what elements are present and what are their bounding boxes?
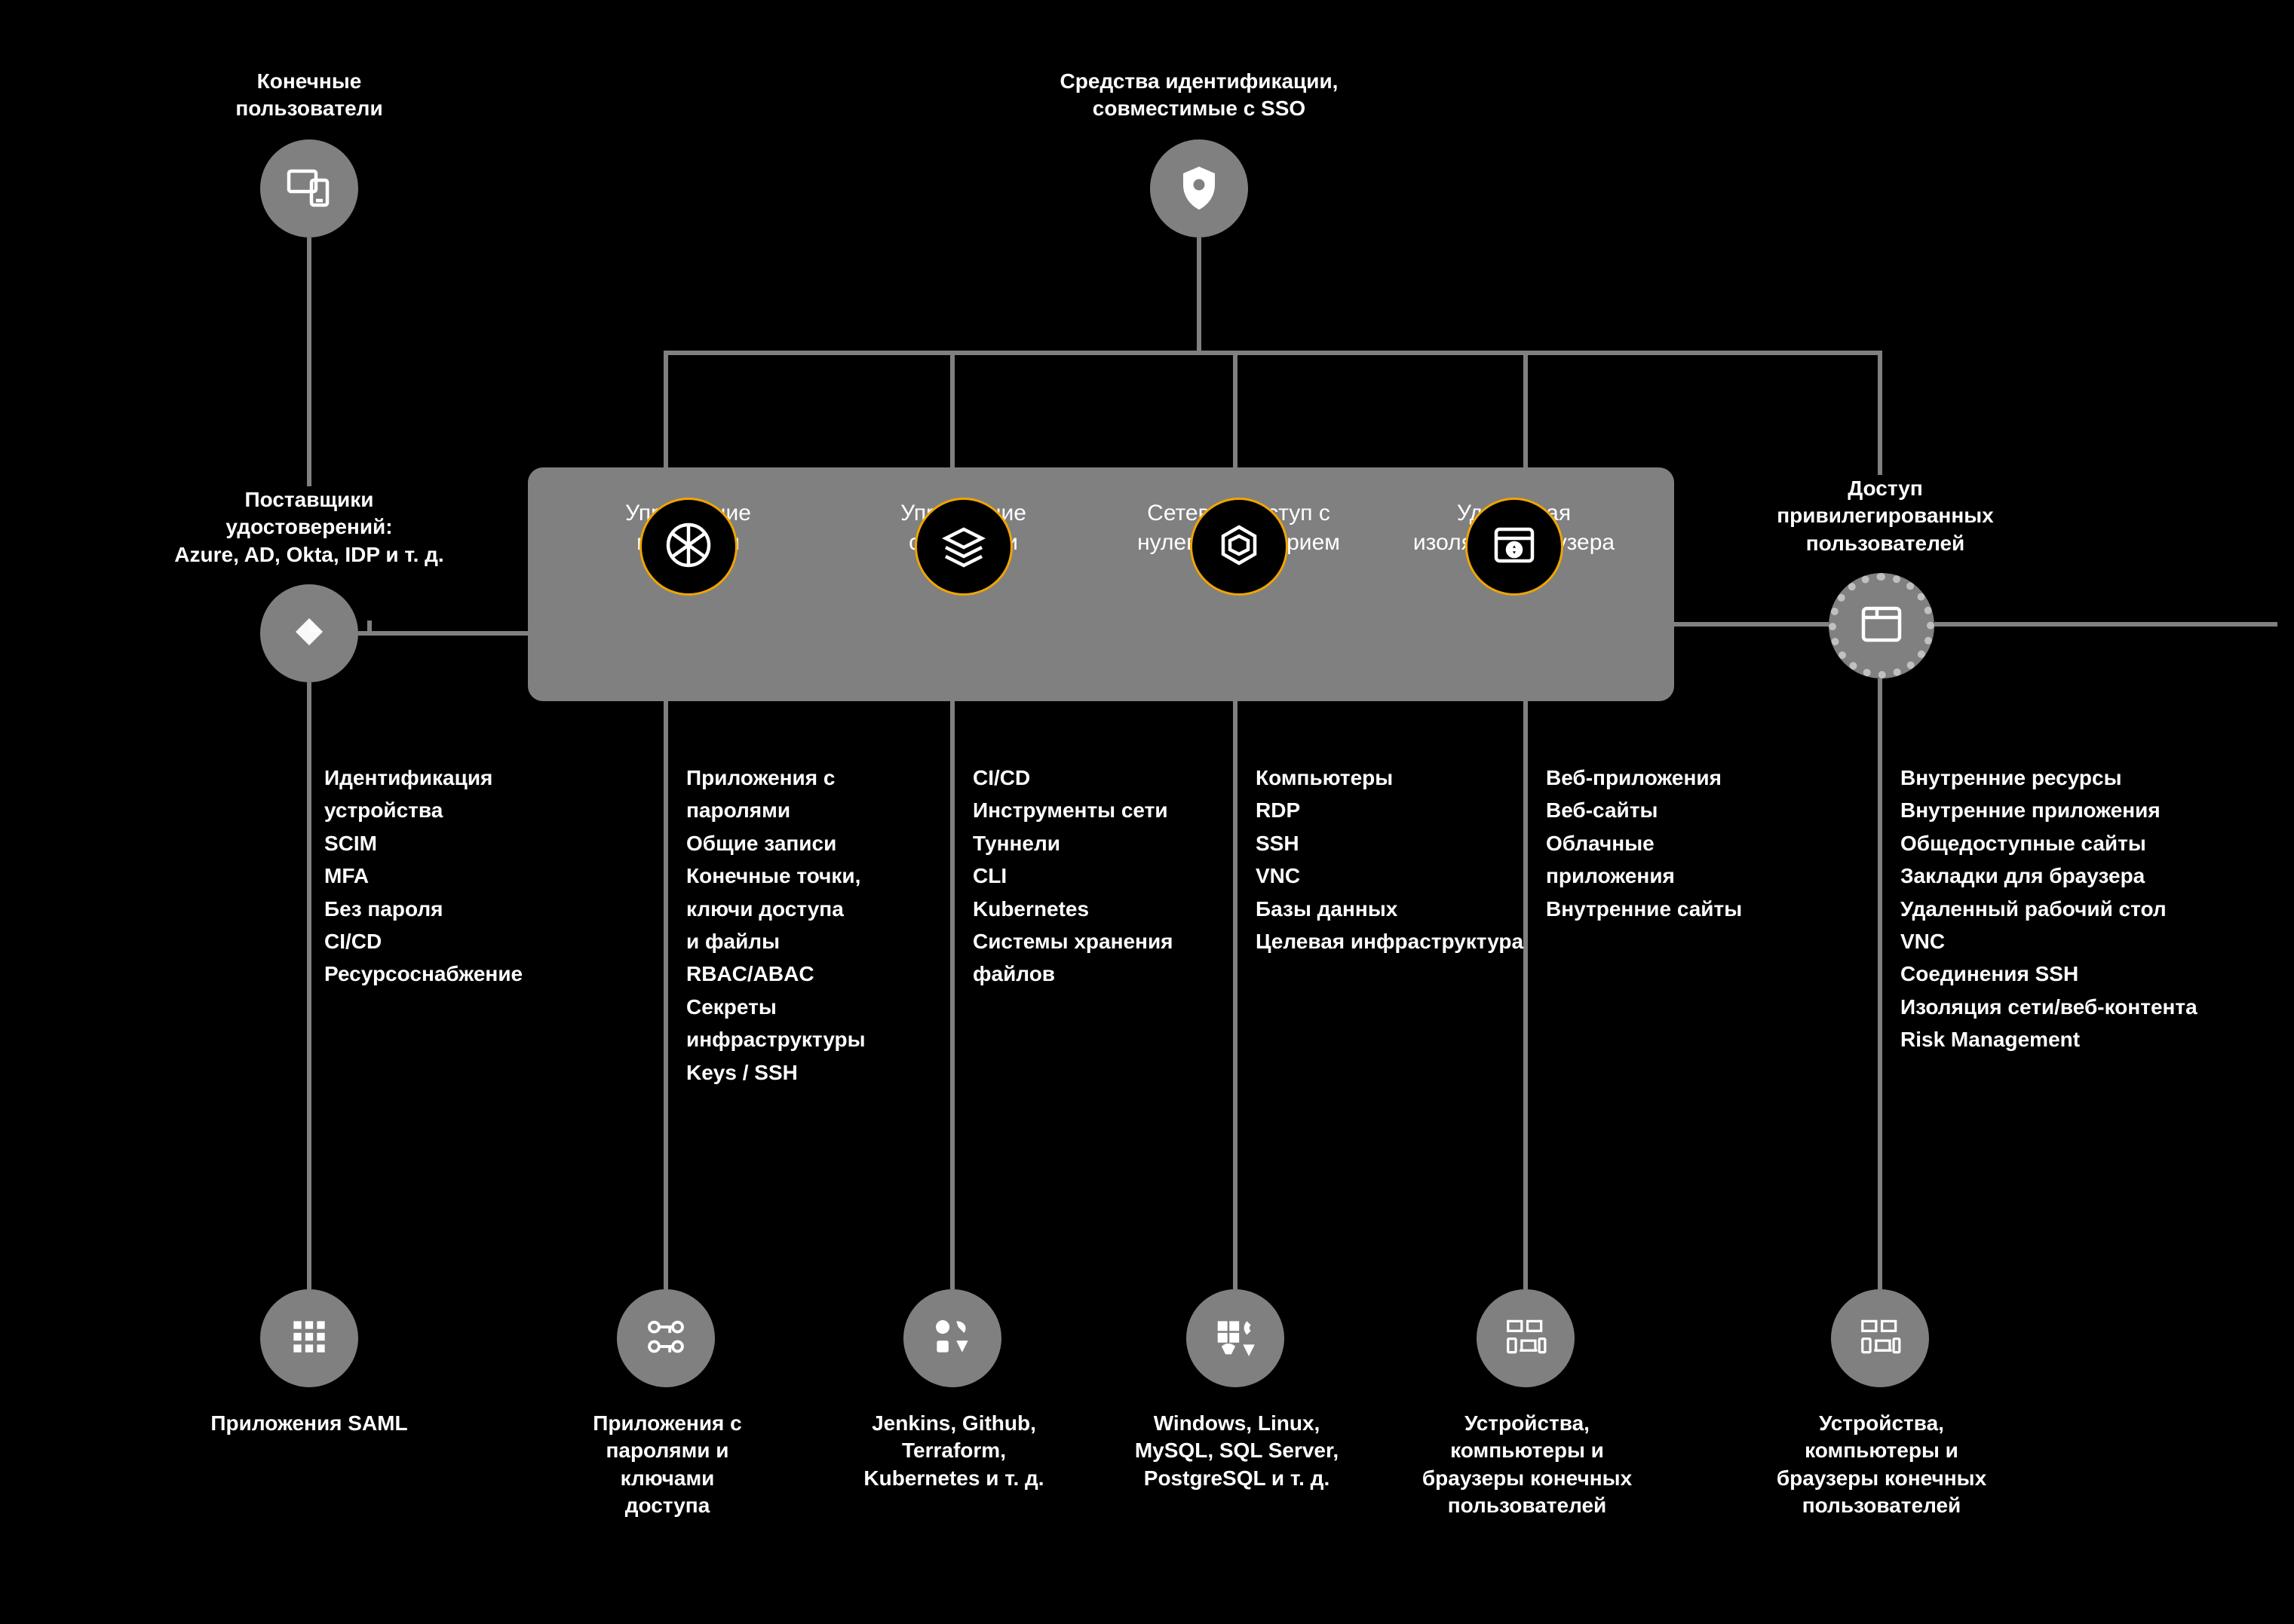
connector: [664, 351, 668, 467]
connector: [358, 631, 528, 636]
connector: [664, 701, 668, 1289]
priv-access-label: Доступ привилегированных пользователей: [1742, 475, 2029, 557]
connector: [1878, 679, 1882, 1289]
multidevice-icon: [1857, 1313, 1903, 1364]
devtools-icon: [929, 1313, 976, 1364]
bottom-label-5: Устройства, компьютеры и браузеры конечн…: [1757, 1410, 2006, 1520]
bottom-circle-devices-2: [1831, 1289, 1929, 1387]
bottom-circle-keys: [617, 1289, 715, 1387]
col-list-0: Идентификация устройства SCIM MFA Без па…: [324, 761, 523, 991]
connector: [1523, 701, 1528, 1289]
sso-label: Средства идентификации, совместимые с SS…: [1003, 68, 1395, 123]
endusers-circle: [260, 139, 358, 237]
endusers-label: Конечные пользователи: [211, 68, 407, 123]
bottom-label-0: Приложения SAML: [189, 1410, 430, 1437]
bottom-label-1: Приложения с паролями и ключами доступа: [573, 1410, 762, 1520]
devices-icon: [282, 160, 336, 218]
col-list-2: CI/CD Инструменты сети Туннели CLI Kuber…: [973, 761, 1173, 991]
col-list-3: Компьютеры RDP SSH VNC Базы данных Целев…: [1256, 761, 1523, 958]
connector-tick: [307, 464, 311, 479]
col-list-4: Веб-приложения Веб-сайты Облачные прилож…: [1546, 761, 1742, 925]
panel-item-secrets: Управление секретами: [836, 498, 1092, 663]
connector: [1197, 237, 1201, 351]
keeper-icon: [661, 518, 716, 576]
grid-icon: [286, 1313, 333, 1364]
connector: [1878, 351, 1882, 475]
connector: [1674, 622, 1829, 627]
connector: [1523, 351, 1528, 467]
panel-item-rbi: Удаленная изоляция браузера: [1386, 498, 1642, 663]
connector: [1233, 701, 1237, 1289]
bottom-circle-saml: [260, 1289, 358, 1387]
bottom-circle-devices-1: [1477, 1289, 1575, 1387]
bottom-label-3: Windows, Linux, MySQL, SQL Server, Postg…: [1116, 1410, 1357, 1492]
idp-label: Поставщики удостоверений: Azure, AD, Okt…: [117, 486, 501, 568]
connector-tick: [1523, 452, 1528, 467]
connector: [1233, 351, 1237, 467]
browser-globe-icon: [1487, 518, 1541, 576]
multidevice-icon: [1502, 1313, 1549, 1364]
priv-access-circle: [1829, 573, 1934, 679]
panel-item-password-mgmt: Управление паролями: [560, 498, 817, 663]
os-icon: [1212, 1313, 1259, 1364]
diamond-icon: [282, 605, 336, 663]
core-panel: Управление паролями Управление секретами: [528, 467, 1674, 701]
shield-icon: [1172, 160, 1226, 218]
connector-tick: [1233, 452, 1237, 467]
bottom-circle-tools: [903, 1289, 1001, 1387]
connector: [307, 682, 311, 1289]
connector: [950, 701, 955, 1289]
connector-tick: [664, 452, 668, 467]
password-mgmt-circle: [639, 498, 738, 596]
connector: [950, 351, 955, 467]
col-list-5: Внутренние ресурсы Внутренние приложения…: [1900, 761, 2197, 1056]
layers-icon: [937, 518, 991, 576]
hex-icon: [1212, 518, 1266, 576]
connector: [307, 237, 311, 486]
panel-item-ztna: Сетевой доступ с нулевым доверием: [1111, 498, 1367, 663]
connector: [664, 351, 1882, 355]
window-icon: [1854, 597, 1909, 655]
bottom-label-2: Jenkins, Github, Terraform, Kubernetes и…: [841, 1410, 1067, 1492]
connector: [1934, 622, 2277, 627]
bottom-label-4: Устройства, компьютеры и браузеры конечн…: [1403, 1410, 1651, 1520]
bottom-circle-os: [1186, 1289, 1284, 1387]
connector-tick: [367, 620, 372, 636]
ztna-circle: [1190, 498, 1288, 596]
keys-icon: [643, 1313, 689, 1364]
sso-circle: [1150, 139, 1248, 237]
secrets-circle: [915, 498, 1013, 596]
idp-circle: [260, 584, 358, 682]
col-list-1: Приложения с паролями Общие записи Конеч…: [686, 761, 866, 1089]
connector-tick: [950, 452, 955, 467]
rbi-circle: [1465, 498, 1563, 596]
